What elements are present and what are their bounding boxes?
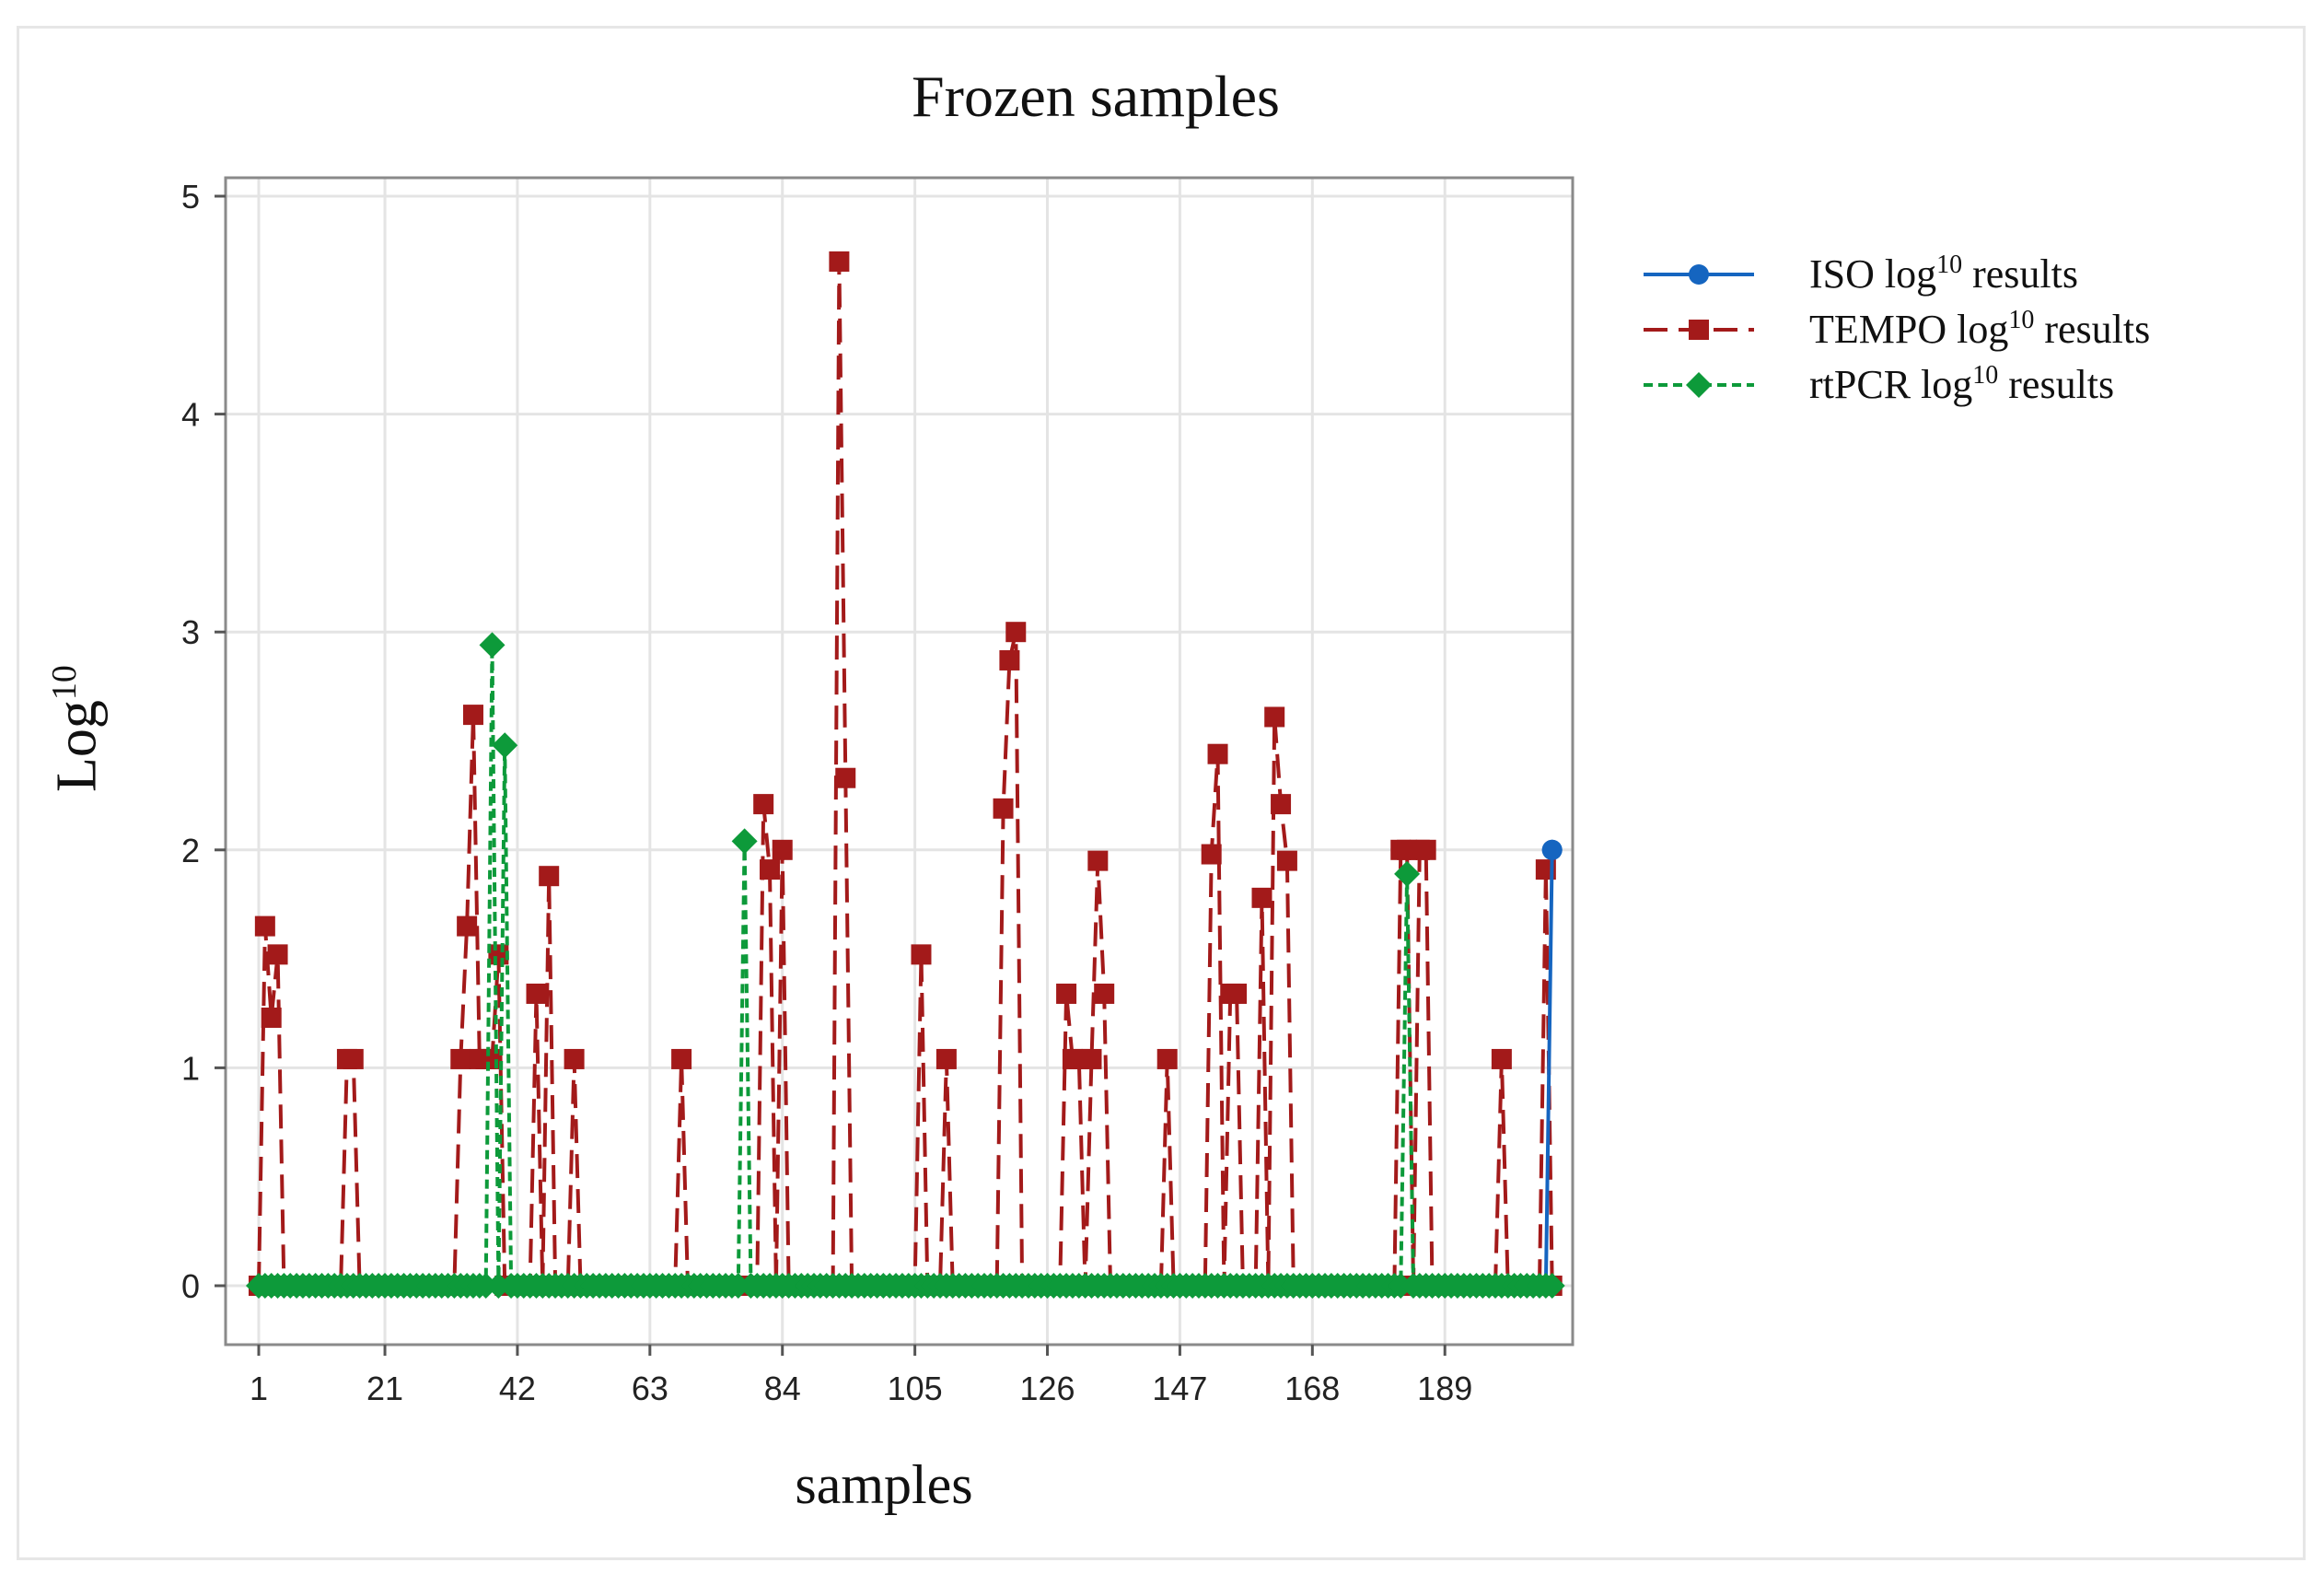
series-rtpcr bbox=[246, 632, 1565, 1299]
y-tick-label: 3 bbox=[181, 613, 200, 651]
point-tempo bbox=[753, 794, 774, 815]
legend-label-rtpcr: rtPCR log10 results bbox=[1809, 361, 2114, 407]
point-tempo bbox=[935, 1048, 957, 1069]
point-tempo bbox=[564, 1048, 585, 1069]
legend-item-tempo: TEMPO log10 results bbox=[1644, 306, 2150, 352]
point-tempo bbox=[835, 767, 856, 788]
point-tempo bbox=[1156, 1048, 1178, 1069]
point-rtpcr bbox=[1539, 1273, 1565, 1299]
y-tick-label: 0 bbox=[181, 1267, 200, 1305]
point-tempo bbox=[1056, 983, 1077, 1004]
point-tempo bbox=[1094, 983, 1115, 1004]
point-rtpcr bbox=[479, 632, 505, 659]
point-tempo bbox=[526, 983, 547, 1004]
point-tempo bbox=[254, 915, 275, 937]
legend-sup: 10 bbox=[1936, 251, 1962, 279]
point-tempo bbox=[1271, 794, 1292, 815]
point-tempo bbox=[261, 1007, 282, 1028]
point-tempo bbox=[911, 944, 932, 965]
legend-suffix: results bbox=[1998, 362, 2114, 407]
x-tick-label: 105 bbox=[888, 1370, 943, 1407]
point-tempo bbox=[1415, 839, 1436, 860]
point-rtpcr bbox=[731, 828, 758, 855]
point-tempo bbox=[829, 251, 850, 272]
legend-text: ISO log bbox=[1809, 251, 1936, 297]
legend-sup: 10 bbox=[1972, 361, 1998, 390]
x-axis-label: samples bbox=[795, 1454, 973, 1515]
legend-sup: 10 bbox=[2008, 306, 2034, 334]
point-tempo bbox=[267, 944, 288, 965]
point-tempo bbox=[993, 798, 1014, 819]
point-tempo bbox=[343, 1048, 364, 1069]
point-tempo bbox=[999, 649, 1020, 670]
point-iso bbox=[1541, 839, 1563, 860]
x-tick-label: 126 bbox=[1019, 1370, 1075, 1407]
point-tempo bbox=[457, 915, 478, 937]
legend-text: rtPCR log bbox=[1809, 362, 1972, 407]
point-tempo bbox=[772, 839, 793, 860]
x-tick-label: 1 bbox=[250, 1370, 268, 1407]
plot-border bbox=[224, 176, 1575, 1347]
legend-marker-rtpcr bbox=[1686, 372, 1712, 398]
point-tempo bbox=[1264, 706, 1285, 728]
point-tempo bbox=[1276, 850, 1297, 871]
x-tick-label: 84 bbox=[764, 1370, 801, 1407]
point-tempo bbox=[539, 866, 560, 887]
axes-layer: 0 1 2 3 4 5 1 21 42 63 84 105 126 147 168 189 bbox=[181, 176, 1575, 1407]
chart-title: Frozen samples bbox=[912, 64, 1280, 129]
point-tempo bbox=[671, 1048, 692, 1069]
x-tick-label: 168 bbox=[1284, 1370, 1340, 1407]
y-tick-label: 5 bbox=[181, 178, 200, 216]
point-tempo bbox=[450, 1048, 471, 1069]
point-tempo bbox=[1201, 844, 1222, 865]
y-tick-label: 4 bbox=[181, 396, 200, 434]
x-tick-label: 42 bbox=[499, 1370, 536, 1407]
point-tempo bbox=[462, 705, 483, 726]
legend-marker-iso bbox=[1689, 264, 1709, 285]
legend-marker-tempo bbox=[1689, 320, 1709, 340]
point-tempo bbox=[1207, 743, 1228, 764]
point-tempo bbox=[1081, 1048, 1102, 1069]
plot-area bbox=[226, 178, 1573, 1345]
grid-layer bbox=[226, 178, 1573, 1345]
series-layer bbox=[246, 251, 1565, 1299]
legend-suffix: results bbox=[2034, 307, 2150, 352]
legend-label-iso: ISO log10 results bbox=[1809, 251, 2078, 297]
x-tick-label: 21 bbox=[366, 1370, 403, 1407]
legend-suffix: results bbox=[1962, 251, 2078, 297]
point-tempo bbox=[1087, 850, 1109, 871]
legend-item-rtpcr: rtPCR log10 results bbox=[1644, 361, 2114, 407]
point-tempo bbox=[760, 859, 781, 880]
y-tick-label: 2 bbox=[181, 832, 200, 869]
legend-label-tempo: TEMPO log10 results bbox=[1809, 306, 2150, 352]
legend-item-iso: ISO log10 results bbox=[1644, 251, 2078, 297]
point-tempo bbox=[1251, 887, 1272, 908]
x-tick-label: 147 bbox=[1152, 1370, 1207, 1407]
point-tempo bbox=[1005, 622, 1027, 643]
y-tick-label: 1 bbox=[181, 1049, 200, 1087]
point-rtpcr bbox=[1394, 860, 1421, 887]
x-tick-label: 63 bbox=[632, 1370, 668, 1407]
point-tempo bbox=[1491, 1048, 1512, 1069]
x-tick-label: 189 bbox=[1417, 1370, 1472, 1407]
point-rtpcr bbox=[492, 732, 518, 759]
legend-text: TEMPO log bbox=[1809, 307, 2008, 352]
point-tempo bbox=[1226, 983, 1248, 1004]
